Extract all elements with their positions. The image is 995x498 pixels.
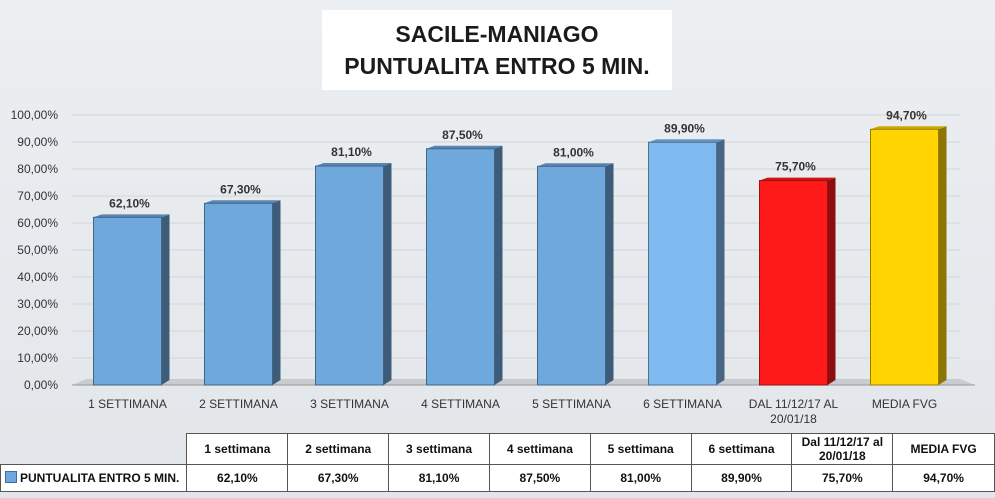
bar-chart: 0,00% 10,00% 20,00% 30,00% 40,00% 50,00% 60,00… — [11, 108, 975, 426]
bar-side — [716, 139, 725, 385]
data-table-corner — [1, 434, 187, 465]
y-tick-label: 0,00% — [24, 378, 58, 392]
data-table-value-7: 75,70% — [791, 464, 894, 492]
data-table-series-cell: PUNTUALITA ENTRO 5 MIN. — [0, 464, 188, 492]
bar-side — [161, 214, 170, 385]
bar-top — [426, 145, 503, 149]
x-tick-label: 1 SETTIMANA — [88, 397, 167, 411]
data-table-header-4: 4 settimana — [488, 433, 591, 465]
data-table-header-1: 1 settimana — [186, 433, 289, 465]
data-table-value-4: 87,50% — [488, 464, 591, 492]
data-label: 87,50% — [442, 128, 483, 142]
data-label: 62,10% — [109, 196, 150, 210]
x-tick-label: 4 SETTIMANA — [421, 397, 500, 411]
data-table-header-8: MEDIA FVG — [892, 433, 995, 465]
bar-top — [93, 214, 170, 218]
bar-top — [870, 126, 947, 130]
bar — [759, 180, 828, 386]
data-table-value-5: 81,00% — [589, 464, 692, 492]
data-table-value-2: 67,30% — [287, 464, 390, 492]
y-tick-label: 70,00% — [17, 189, 58, 203]
bar — [315, 165, 384, 386]
bar-side — [494, 145, 503, 385]
data-label: 89,90% — [664, 121, 705, 135]
x-tick-label: DAL 11/12/17 AL 20/01/18 — [749, 397, 839, 426]
chart-floor — [72, 379, 975, 385]
data-table-header-2: 2 settimana — [287, 433, 390, 465]
y-tick-label: 90,00% — [17, 135, 58, 149]
bar — [204, 202, 273, 386]
bar-top — [537, 163, 614, 167]
data-label: 81,10% — [331, 145, 372, 159]
data-table-header-row: 1 settimana 2 settimana 3 settimana 4 setti… — [1, 433, 995, 465]
bar — [537, 165, 606, 386]
y-tick-label: 10,00% — [17, 351, 58, 365]
data-table-value-8: 94,70% — [892, 464, 995, 492]
data-label: 67,30% — [220, 182, 261, 196]
data-label: 75,70% — [775, 160, 816, 174]
data-table: 1 settimana 2 settimana 3 settimana 4 setti… — [0, 433, 995, 492]
bar-top — [204, 200, 281, 204]
bar-side — [383, 163, 392, 385]
legend-key-icon — [5, 471, 17, 483]
data-table-header-7: Dal 11/12/17 al 20/01/18 — [791, 433, 894, 465]
data-table-value-1: 62,10% — [186, 464, 289, 492]
x-tick-label: 5 SETTIMANA — [532, 397, 611, 411]
bar-top — [315, 163, 392, 167]
y-tick-label: 40,00% — [17, 270, 58, 284]
data-table-series-label: PUNTUALITA ENTRO 5 MIN. — [20, 471, 180, 485]
bar-side — [605, 163, 614, 385]
bar-side — [827, 177, 836, 385]
chart-subtitle: PUNTUALITA ENTRO 5 MIN. — [344, 53, 650, 79]
x-tick-label: 2 SETTIMANA — [199, 397, 278, 411]
x-tick-label: 6 SETTIMANA — [643, 397, 722, 411]
bar-side — [272, 200, 281, 385]
chart-title-box: SACILE-MANIAGO PUNTUALITA ENTRO 5 MIN. — [322, 10, 672, 90]
data-table-value-3: 81,10% — [388, 464, 490, 492]
bar — [93, 216, 162, 386]
data-table-value-6: 89,90% — [690, 464, 793, 492]
bar — [648, 141, 717, 386]
bar-top — [648, 139, 725, 143]
y-tick-label: 20,00% — [17, 324, 58, 338]
y-tick-label: 60,00% — [17, 216, 58, 230]
data-table-header-5: 5 settimana — [589, 433, 692, 465]
y-tick-label: 100,00% — [11, 108, 59, 122]
data-table-header-6: 6 settimana — [690, 433, 793, 465]
bar-top — [759, 177, 836, 181]
y-tick-label: 50,00% — [17, 243, 58, 257]
chart-title: SACILE-MANIAGO — [395, 21, 599, 47]
bar — [870, 128, 939, 386]
bar-side — [938, 126, 947, 385]
bar — [426, 148, 495, 386]
data-table-series-row: PUNTUALITA ENTRO 5 MIN. 62,10% 67,30% 81,1… — [0, 464, 995, 492]
y-tick-label: 30,00% — [17, 297, 58, 311]
y-tick-label: 80,00% — [17, 162, 58, 176]
data-label: 94,70% — [886, 108, 927, 122]
data-label: 81,00% — [553, 145, 594, 159]
data-table-header-3: 3 settimana — [388, 433, 490, 465]
x-tick-label: 3 SETTIMANA — [310, 397, 389, 411]
x-tick-label: MEDIA FVG — [872, 397, 937, 411]
